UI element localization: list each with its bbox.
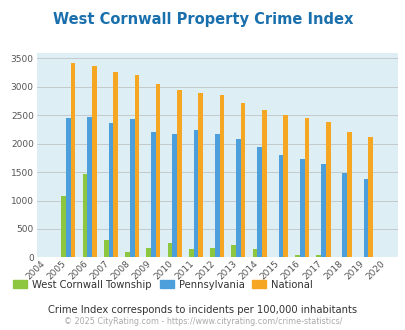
- Bar: [283, 115, 287, 257]
- Bar: [172, 134, 177, 257]
- Bar: [167, 243, 172, 257]
- Bar: [363, 179, 367, 257]
- Bar: [219, 95, 224, 257]
- Bar: [125, 252, 130, 257]
- Bar: [294, 254, 299, 257]
- Bar: [113, 72, 118, 257]
- Bar: [299, 159, 304, 257]
- Bar: [87, 117, 92, 257]
- Bar: [304, 117, 309, 257]
- Bar: [130, 119, 134, 257]
- Text: West Cornwall Property Crime Index: West Cornwall Property Crime Index: [53, 12, 352, 26]
- Bar: [315, 254, 320, 257]
- Bar: [83, 174, 87, 257]
- Bar: [146, 248, 151, 257]
- Bar: [70, 63, 75, 257]
- Bar: [151, 132, 156, 257]
- Bar: [214, 134, 219, 257]
- Bar: [231, 245, 236, 257]
- Bar: [108, 123, 113, 257]
- Bar: [134, 75, 139, 257]
- Bar: [61, 196, 66, 257]
- Text: Crime Index corresponds to incidents per 100,000 inhabitants: Crime Index corresponds to incidents per…: [48, 305, 357, 315]
- Bar: [210, 248, 214, 257]
- Bar: [104, 240, 108, 257]
- Bar: [257, 147, 261, 257]
- Bar: [252, 248, 257, 257]
- Bar: [177, 90, 181, 257]
- Bar: [198, 93, 202, 257]
- Bar: [341, 173, 346, 257]
- Bar: [346, 132, 351, 257]
- Bar: [278, 155, 283, 257]
- Bar: [320, 164, 325, 257]
- Bar: [261, 110, 266, 257]
- Bar: [325, 122, 330, 257]
- Bar: [156, 84, 160, 257]
- Bar: [92, 66, 96, 257]
- Legend: West Cornwall Township, Pennsylvania, National: West Cornwall Township, Pennsylvania, Na…: [9, 276, 316, 294]
- Bar: [66, 117, 70, 257]
- Text: © 2025 CityRating.com - https://www.cityrating.com/crime-statistics/: © 2025 CityRating.com - https://www.city…: [64, 317, 341, 326]
- Bar: [236, 140, 240, 257]
- Bar: [367, 138, 372, 257]
- Bar: [193, 130, 198, 257]
- Bar: [240, 103, 245, 257]
- Bar: [188, 248, 193, 257]
